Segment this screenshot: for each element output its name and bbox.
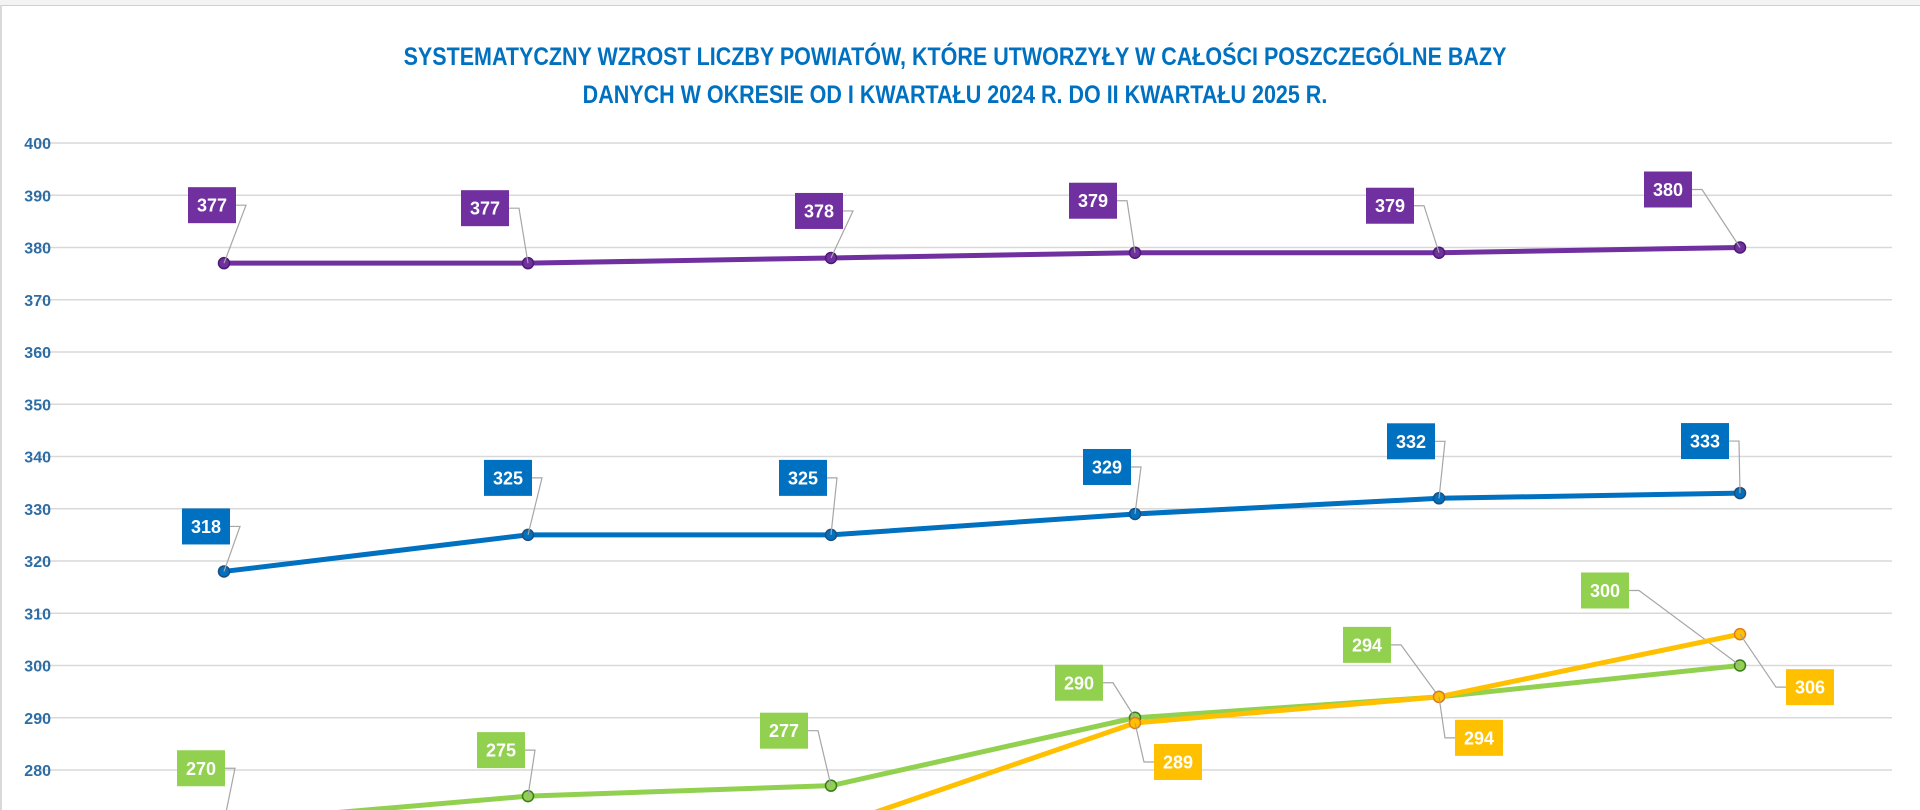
data-label-box bbox=[177, 750, 225, 787]
data-label-box bbox=[461, 190, 509, 227]
data-label-box bbox=[484, 459, 532, 496]
y-tick-label: 350 bbox=[24, 397, 51, 414]
leader-line bbox=[1435, 440, 1446, 499]
data-label-box bbox=[760, 712, 808, 749]
data-label: 294 bbox=[1352, 635, 1382, 655]
data-label-box bbox=[477, 732, 525, 769]
y-tick-label: 340 bbox=[24, 450, 51, 467]
data-label: 333 bbox=[1690, 432, 1720, 452]
data-label: 378 bbox=[804, 201, 834, 221]
leader-line bbox=[525, 749, 536, 797]
data-label-box bbox=[1455, 719, 1503, 756]
data-label-box bbox=[1681, 423, 1729, 460]
data-label: 377 bbox=[197, 196, 227, 216]
data-label-box bbox=[1343, 626, 1391, 663]
data-label: 277 bbox=[769, 721, 799, 741]
chart-title: SYSTEMATYCZNY WZROST LICZBY POWIATÓW, KT… bbox=[263, 38, 1648, 114]
data-label-box bbox=[1644, 171, 1692, 208]
spreadsheet-top-strip bbox=[0, 0, 1920, 6]
y-tick-label: 400 bbox=[24, 136, 51, 153]
leader-line bbox=[223, 525, 241, 572]
data-label: 306 bbox=[1795, 678, 1825, 698]
leader-line bbox=[223, 204, 247, 264]
leader-line bbox=[225, 767, 236, 810]
data-label-box bbox=[1069, 182, 1117, 219]
chart-title-line-2: DANYCH W OKRESIE OD I KWARTAŁU 2024 R. D… bbox=[582, 81, 1328, 109]
data-label: 275 bbox=[486, 741, 516, 761]
data-label-box bbox=[1366, 187, 1414, 224]
leader-line bbox=[1391, 644, 1440, 698]
y-tick-label: 300 bbox=[24, 659, 51, 676]
data-label-box bbox=[188, 187, 236, 224]
series-line-0 bbox=[224, 245, 1741, 266]
leader-line bbox=[1739, 633, 1786, 688]
data-label: 377 bbox=[470, 199, 500, 219]
y-tick-label: 290 bbox=[24, 711, 51, 728]
leader-line bbox=[1692, 188, 1741, 248]
leader-line bbox=[1103, 682, 1136, 719]
leader-line bbox=[808, 730, 832, 786]
data-label: 300 bbox=[1590, 581, 1620, 601]
data-label-box bbox=[1055, 664, 1103, 701]
data-label: 379 bbox=[1078, 191, 1108, 211]
data-label: 318 bbox=[191, 517, 221, 537]
series-line-2 bbox=[337, 663, 1741, 810]
data-label-box bbox=[1154, 743, 1202, 780]
y-tick-label: 380 bbox=[24, 241, 51, 258]
leader-line bbox=[1729, 440, 1741, 494]
data-label-box bbox=[779, 459, 827, 496]
leader-line bbox=[1131, 466, 1142, 515]
leader-line bbox=[1134, 722, 1154, 763]
y-tick-label: 370 bbox=[24, 293, 51, 310]
data-label: 380 bbox=[1653, 180, 1683, 200]
y-tick-label: 360 bbox=[24, 345, 51, 362]
chart-border bbox=[0, 5, 2, 810]
data-label-box bbox=[1387, 423, 1435, 460]
data-label-box bbox=[1786, 669, 1834, 706]
leader-line bbox=[830, 210, 854, 259]
data-label-box bbox=[795, 192, 843, 229]
leader-line bbox=[1438, 696, 1455, 739]
data-label: 332 bbox=[1396, 432, 1426, 452]
data-label: 329 bbox=[1092, 457, 1122, 477]
data-label: 379 bbox=[1375, 196, 1405, 216]
data-label-box bbox=[182, 508, 230, 545]
y-tick-label: 310 bbox=[24, 606, 51, 623]
data-label: 290 bbox=[1064, 673, 1094, 693]
data-label-box bbox=[1581, 572, 1629, 609]
data-label: 294 bbox=[1464, 728, 1494, 748]
series-line-3 bbox=[874, 631, 1741, 810]
data-label: 325 bbox=[493, 468, 523, 488]
series-line-1 bbox=[223, 490, 1741, 574]
y-tick-label: 320 bbox=[24, 554, 51, 571]
data-label: 325 bbox=[788, 468, 818, 488]
leader-line bbox=[1117, 200, 1136, 253]
chart-title-line-1: SYSTEMATYCZNY WZROST LICZBY POWIATÓW, KT… bbox=[403, 43, 1507, 71]
leader-line bbox=[527, 477, 543, 536]
leader-line bbox=[827, 477, 838, 535]
leader-line bbox=[1414, 205, 1440, 253]
y-tick-label: 280 bbox=[24, 763, 51, 780]
leader-line bbox=[509, 207, 529, 264]
data-label: 270 bbox=[186, 759, 216, 779]
y-tick-label: 390 bbox=[24, 188, 51, 205]
data-label: 289 bbox=[1163, 752, 1193, 772]
data-label-box bbox=[1083, 448, 1131, 485]
y-tick-label: 330 bbox=[24, 502, 51, 519]
